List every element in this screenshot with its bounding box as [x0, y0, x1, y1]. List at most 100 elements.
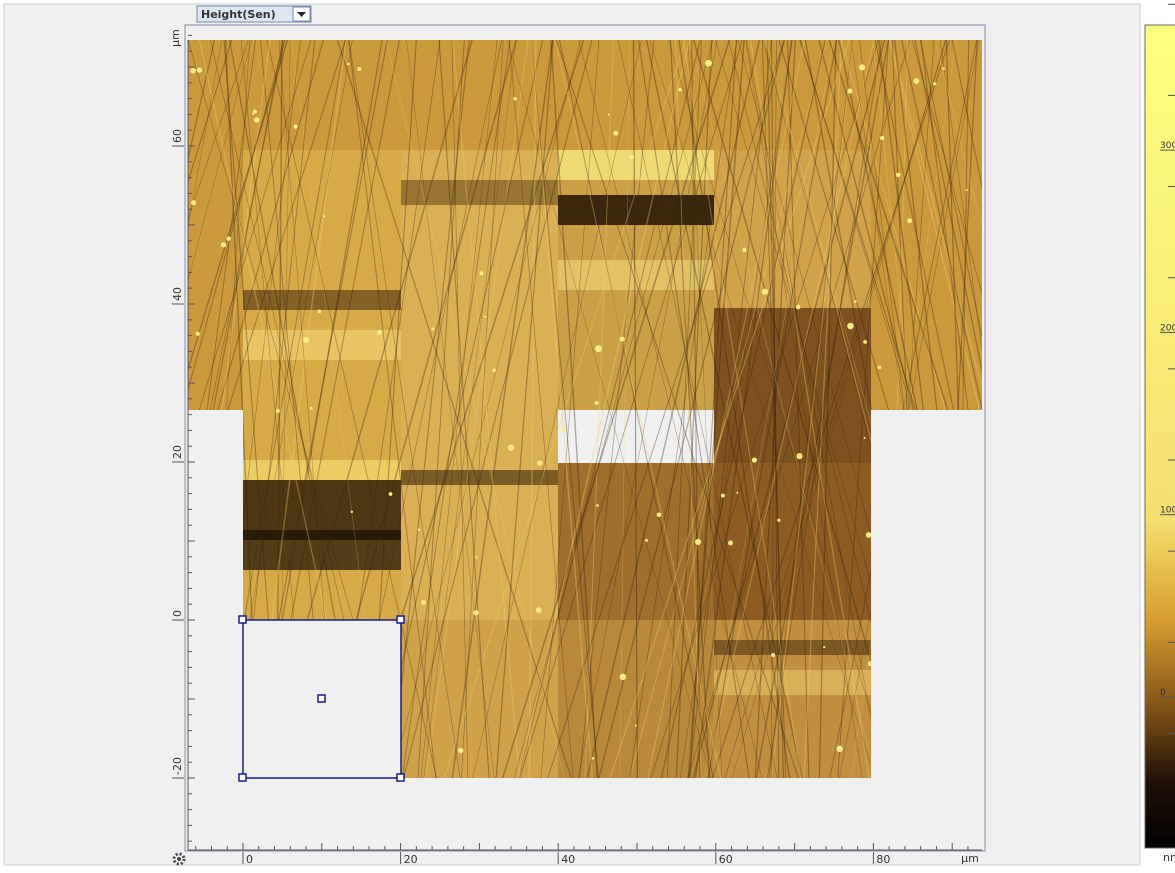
particle	[492, 369, 495, 372]
particle	[513, 97, 517, 101]
dropdown-label: Height(Sen)	[201, 8, 276, 21]
particle	[431, 327, 434, 330]
particle	[508, 444, 514, 450]
particle	[847, 323, 854, 330]
particle	[536, 607, 542, 613]
band	[243, 460, 401, 480]
y-unit: μm	[169, 29, 182, 47]
particle	[866, 532, 872, 538]
particle	[475, 556, 477, 558]
particle	[657, 512, 662, 517]
particle	[191, 200, 196, 205]
particle	[473, 610, 478, 615]
particle	[859, 64, 865, 70]
particle	[847, 89, 852, 94]
particle	[221, 242, 226, 247]
colorbar-tick-label: 200	[1160, 323, 1175, 333]
particle	[630, 155, 634, 159]
particle	[896, 173, 900, 177]
y-tick-label: 60	[171, 129, 184, 143]
particle	[721, 494, 725, 498]
y-tick-label: 20	[171, 445, 184, 459]
particle	[752, 458, 757, 463]
particle	[836, 746, 842, 752]
particle	[933, 82, 936, 85]
colorbar: 300 200 100 0 nm	[1145, 4, 1175, 864]
colorbar-unit: nm	[1163, 851, 1175, 864]
particle	[762, 289, 768, 295]
particle	[823, 646, 825, 648]
particle	[695, 539, 701, 545]
x-unit: μm	[961, 852, 979, 865]
particle	[771, 653, 775, 657]
particle	[620, 674, 627, 681]
particle	[537, 461, 542, 466]
x-tick-label: 40	[561, 853, 575, 866]
particle	[705, 60, 712, 67]
x-tick-label: 60	[719, 853, 733, 866]
particle	[645, 539, 648, 542]
particle	[796, 453, 802, 459]
particle	[942, 67, 945, 70]
tile	[714, 463, 871, 620]
particle	[276, 409, 280, 413]
y-tick-label: 0	[171, 610, 184, 617]
particle	[966, 189, 968, 191]
particle	[728, 541, 733, 546]
colorbar-tick-label: 0	[1160, 688, 1166, 698]
particle	[562, 427, 567, 432]
particle	[777, 519, 780, 522]
dropdown[interactable]: Height(Sen)	[197, 6, 311, 22]
particle	[613, 131, 618, 136]
particle	[907, 218, 912, 223]
particle	[742, 248, 746, 252]
particle	[458, 748, 463, 753]
particle	[864, 437, 866, 439]
particle	[351, 511, 353, 513]
particle	[254, 117, 260, 123]
y-tick-label: 40	[171, 287, 184, 301]
x-tick-label: 20	[404, 853, 418, 866]
particle	[421, 600, 426, 605]
particle	[592, 757, 595, 760]
particle	[880, 136, 884, 140]
particle	[620, 337, 625, 342]
particle	[796, 305, 801, 310]
particle	[484, 316, 486, 318]
particle	[736, 492, 738, 494]
afm-view: Height(Sen) μm μm 3002001000 nm 02040608…	[0, 0, 1175, 869]
band	[243, 290, 401, 310]
particle	[303, 337, 309, 343]
particle	[389, 492, 393, 496]
particle	[253, 109, 257, 113]
particle	[479, 271, 483, 275]
particle	[678, 88, 682, 92]
particle	[294, 125, 298, 129]
particle	[377, 330, 382, 335]
particle	[318, 309, 322, 313]
particle	[863, 340, 867, 344]
particle	[595, 345, 602, 352]
particle	[608, 114, 610, 116]
particle	[878, 365, 882, 369]
band	[401, 470, 558, 485]
x-tick-label: 0	[246, 853, 253, 866]
colorbar-tick-label: 300	[1160, 141, 1175, 151]
particle	[197, 67, 202, 72]
particle	[854, 300, 857, 303]
y-tick-label: -20	[171, 757, 184, 775]
particle	[913, 78, 919, 84]
particle	[196, 332, 200, 336]
x-tick-label: 80	[876, 853, 890, 866]
particle	[357, 67, 361, 71]
particle	[595, 401, 599, 405]
particle	[226, 236, 231, 241]
particle	[310, 407, 313, 410]
particle	[596, 504, 599, 507]
particle	[190, 68, 195, 73]
colorbar-tick-label: 100	[1160, 506, 1175, 516]
page: Height(Sen) μm μm 3002001000 nm 02040608…	[0, 0, 1175, 869]
particle	[347, 63, 350, 66]
particle	[418, 529, 420, 531]
particle	[323, 215, 325, 217]
